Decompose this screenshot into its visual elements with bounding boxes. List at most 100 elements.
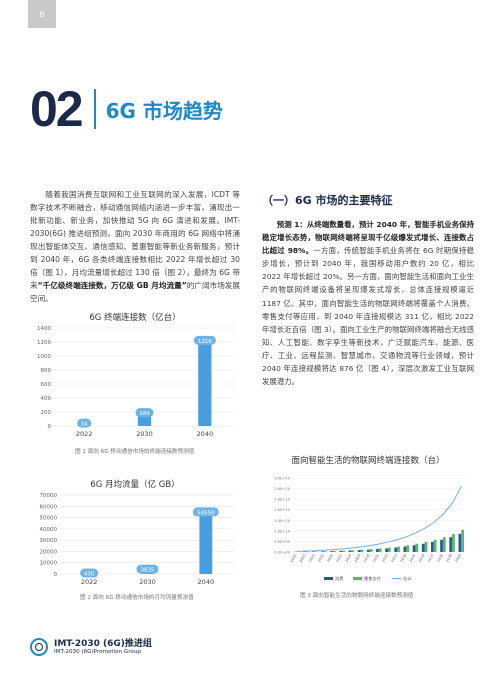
x-tick-label: 2030 [139,578,156,586]
bar [403,546,407,552]
x-tick-label: 2030 [136,430,153,438]
y-tick-label: 1200 [37,340,51,346]
bar [385,548,388,552]
x-tick-label: 2028 [345,554,353,563]
data-label: 34 [81,422,88,428]
x-tick-label: 2037 [427,554,435,563]
bar [339,550,343,552]
intro-column: 随着我国消费互联网和工业互联网的深入发展，ICDT 等数字技术不断融合，移动通信… [30,188,240,305]
x-tick-label: 2022 [76,430,93,438]
x-tick-label: 2040 [455,554,463,563]
x-tick-label: 2022 [81,578,98,586]
data-label: 1216 [198,339,212,345]
chart3-caption: 图 3 面向智能生活的物联网终端连接数预测值 [300,593,414,599]
x-tick-label: 2040 [198,578,215,586]
bar [321,551,324,552]
bar [351,550,355,552]
bar [431,541,434,552]
legend-swatch [324,577,333,580]
y-tick-label: 0 [48,424,52,430]
chapter-header: 02 6G 市场趋势 [30,84,223,134]
y-tick-label: 1400 [37,326,51,332]
bar [378,548,382,552]
bar [342,550,345,552]
bar [397,546,400,552]
data-label: 184 [139,411,150,417]
chart1-title: 6G 终端连接数（亿台） [89,313,181,323]
data-label-bg [192,507,219,517]
bar [333,550,336,552]
chapter-divider [93,89,96,129]
x-tick-label: 2038 [436,554,444,563]
chapter-number: 02 [30,81,84,137]
footer: IMT-2030 (6G)推进组 IMT-2030 (6G)Promotion … [30,638,152,656]
chart3-title: 面向智能生活的物联网终端连接数（台） [291,456,445,466]
data-label: 54550 [197,510,215,516]
y-tick-label: 30000 [40,538,58,544]
y-tick-label: 3.0E+10 [274,487,290,491]
data-label: 430 [84,572,95,578]
y-tick-label: 1000 [37,354,51,360]
intro-tail: 的广阔市场发展空间。 [30,281,241,303]
bar [198,340,212,426]
feature-paragraph: 预测 1：从终端数量看，预计 2040 年，智能手机业务保持稳定增长态势，物联网… [262,218,474,388]
y-tick-label: 70000 [40,493,58,499]
data-label-bg [135,408,154,418]
x-tick-label: 2025 [317,554,325,563]
y-tick-label: 1.0E+10 [274,529,290,533]
data-label-bg [77,418,92,428]
intro-text: 随着我国消费互联网和工业互联网的深入发展，ICDT 等数字技术不断融合，移动通信… [30,190,240,290]
chart2-title: 6G 月均流量（亿 GB） [90,480,180,490]
y-tick-label: 1.5E+10 [274,519,290,523]
bar [330,551,334,552]
bar [406,545,410,552]
x-tick-label: 2024 [308,554,316,563]
bar [412,545,416,552]
x-tick-label: 2035 [409,554,417,563]
x-tick-label: 2027 [335,554,343,563]
bar [424,541,428,552]
x-tick-label: 2040 [197,430,214,438]
y-tick-label: 0.0E+00 [274,551,290,555]
page-number: 6 [28,0,56,28]
chart2-caption: 图 2 面向 6G 移动通信市场的月均流量预测值 [80,595,194,601]
imt2030-logo-icon [30,638,48,656]
bar [323,551,327,552]
bar [366,549,370,552]
feature-column: （一）6G 市场的主要特征 预测 1：从终端数量看，预计 2040 年，智能手机… [262,192,474,388]
x-tick-label: 2034 [400,554,408,563]
data-label-bg [193,335,216,345]
chart1: 0 200 400 600 800 1000 1200 1400 34 2022 184 2030 12… [37,326,235,438]
x-tick-label: 2032 [381,554,389,563]
chart2: 0100002000030000400005000060000700004302… [40,493,235,586]
y-tick-label: 400 [41,396,52,402]
bar [376,549,379,552]
y-tick-label: 40000 [40,527,58,533]
x-tick-label: 2031 [372,554,380,563]
y-tick-label: 20000 [40,549,58,555]
data-label-bg [80,568,99,578]
bar [348,550,352,552]
bar [369,549,373,552]
bar [449,537,453,552]
feature-highlight: 预测 1：从终端数量看，预计 2040 年，智能手机业务保持稳定增长态势，物联网… [262,220,474,256]
y-tick-label: 2.0E+10 [274,508,290,512]
intro-paragraph: 随着我国消费互联网和工业互联网的深入发展，ICDT 等数字技术不断融合，移动通信… [30,188,240,305]
bar [421,543,425,552]
legend-swatch [353,577,362,580]
y-tick-label: 0 [54,572,58,578]
bar [452,534,455,552]
x-tick-label: 2023 [299,554,307,563]
legend-label: 零售支付 [364,575,381,582]
y-tick-label: 800 [41,368,52,374]
x-tick-label: 2022 [290,554,298,563]
chart3: 0.0E+00 5.0E+09 1.0E+10 1.5E+10 2.0E+10 2.5E+… [274,477,466,582]
chart1-caption: 图 1 面向 6G 移动通信市场的终端连接数预测值 [75,449,195,455]
data-label-bg [136,564,159,574]
intro-highlight: “千亿级终端连接数，万亿级 GB 月均流量” [37,281,187,290]
y-tick-label: 2.5E+10 [274,498,290,502]
bar [442,537,446,552]
x-tick-label: 2036 [418,554,426,563]
x-tick-label: 2030 [363,554,371,563]
bar [387,547,391,552]
